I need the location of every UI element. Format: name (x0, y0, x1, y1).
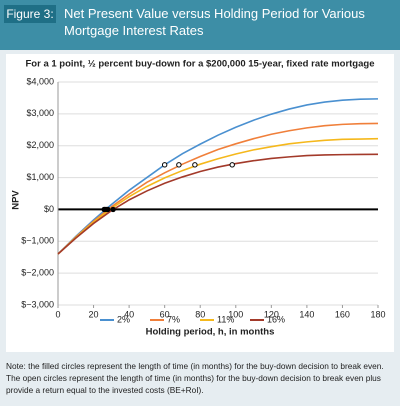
y-tick-label: $3,000 (26, 108, 54, 118)
series-line (57, 98, 379, 255)
chart: For a 1 point, ½ percent buy-down for a … (11, 59, 386, 338)
x-axis-label: Holding period, h, in months (146, 327, 275, 338)
y-tick-label: $−1,000 (21, 236, 54, 246)
break-even-plus-return-point (192, 162, 198, 168)
x-tick-label: 80 (195, 309, 205, 319)
x-tick-label: 40 (124, 309, 134, 319)
x-tick-label: 60 (160, 309, 170, 319)
legend-label: 7% (167, 314, 180, 324)
chart-subtitle: For a 1 point, ½ percent buy-down for a … (26, 59, 375, 70)
y-tick-label: $−3,000 (21, 299, 54, 309)
x-tick-label: 100 (228, 309, 243, 319)
y-tick-label: $0 (44, 204, 54, 214)
x-tick-label: 140 (299, 309, 314, 319)
series-line (57, 122, 379, 255)
chart-panel (6, 54, 394, 352)
series-line (57, 153, 379, 255)
chart-title: Net Present Value versus Holding Period … (64, 6, 365, 38)
y-axis-label: NPV (11, 190, 22, 210)
x-tick-label: 0 (55, 309, 60, 319)
break-even-plus-return-point (176, 162, 182, 168)
x-tick-label: 180 (370, 309, 385, 319)
y-tick-label: $1,000 (26, 172, 54, 182)
break-even-point (110, 206, 116, 213)
break-even-plus-return-point (161, 162, 168, 168)
y-tick-label: $2,000 (26, 140, 54, 150)
legend-label: 11% (217, 314, 234, 324)
x-tick-label: 20 (89, 309, 99, 319)
y-tick-label: $4,000 (26, 76, 54, 86)
x-tick-label: 160 (335, 309, 350, 319)
figure-label: Figure 3: (4, 5, 56, 23)
break-even-plus-return-point (229, 162, 235, 168)
break-even-point (105, 206, 111, 213)
legend-label: 16% (267, 314, 285, 324)
header: Figure 3: Net Present Value versus Holdi… (0, 0, 400, 50)
legend-label: 2% (117, 314, 130, 324)
series-line (57, 137, 379, 255)
y-tick-label: $−2,000 (21, 268, 54, 278)
note: Note: the filled circles represent the l… (6, 361, 384, 395)
x-tick-label: 120 (264, 309, 279, 319)
